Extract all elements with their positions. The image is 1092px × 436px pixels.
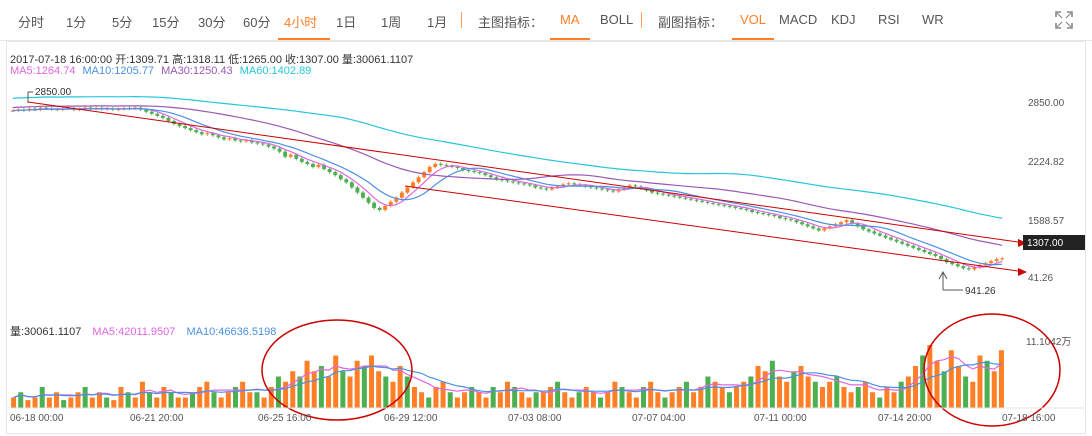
- interval-tab-5[interactable]: 60分: [243, 15, 271, 30]
- sub-indicator-2[interactable]: KDJ: [831, 12, 856, 27]
- main-indicator-0[interactable]: MA: [560, 12, 580, 27]
- ma30-value: MA30:1250.43: [161, 65, 233, 77]
- separator: [641, 12, 642, 28]
- interval-tab-1[interactable]: 1分: [66, 15, 87, 30]
- sub-indicator-4[interactable]: WR: [922, 12, 944, 27]
- ma-legend: MA5:1264.74 MA10:1205.77 MA30:1250.43 MA…: [10, 65, 311, 77]
- sub-indicator-3[interactable]: RSI: [878, 12, 900, 27]
- main-indicator-label: 主图指标：: [478, 15, 544, 30]
- sub-indicator-0[interactable]: VOL: [740, 12, 767, 27]
- sub-indicator-1[interactable]: MACD: [779, 12, 818, 27]
- interval-tab-3[interactable]: 15分: [152, 15, 180, 30]
- sub-indicator-label: 副图指标：: [658, 15, 724, 30]
- volume-value: 量:30061.1107: [10, 326, 82, 338]
- toolbar: 分时 1分 5分 15分 30分 60分 4小时 1日 1周 1月 主图指标： MA BOLL 副图…: [0, 0, 1092, 41]
- ma10-value: MA10:1205.77: [82, 65, 155, 77]
- fullscreen-icon[interactable]: [1055, 11, 1073, 29]
- interval-tab-8[interactable]: 1周: [381, 15, 402, 30]
- candle-info: 2017-07-18 16:00:00 开:1309.71 高:1318.11 …: [10, 54, 414, 66]
- ma60-value: MA60:1402.89: [239, 65, 312, 77]
- chart-frame: [6, 41, 1086, 434]
- main-indicator-underline: [550, 38, 590, 40]
- active-tab-underline: [278, 38, 330, 40]
- sub-indicator-underline: [732, 38, 774, 40]
- interval-tab-6[interactable]: 4小时: [284, 15, 318, 30]
- interval-tab-2[interactable]: 5分: [112, 15, 133, 30]
- separator: [461, 12, 462, 28]
- interval-tab-7[interactable]: 1日: [336, 15, 357, 30]
- ma5-value: MA5:1264.74: [10, 65, 76, 77]
- interval-tab-0[interactable]: 分时: [18, 15, 45, 30]
- main-indicator-1[interactable]: BOLL: [600, 12, 634, 27]
- volume-ma5: MA5:42011.9507: [92, 326, 176, 338]
- volume-ma10: MA10:46636.5198: [186, 326, 277, 338]
- interval-tab-9[interactable]: 1月: [427, 15, 448, 30]
- interval-tab-4[interactable]: 30分: [198, 15, 226, 30]
- volume-legend: 量:30061.1107 MA5:42011.9507 MA10:46636.5…: [10, 323, 276, 339]
